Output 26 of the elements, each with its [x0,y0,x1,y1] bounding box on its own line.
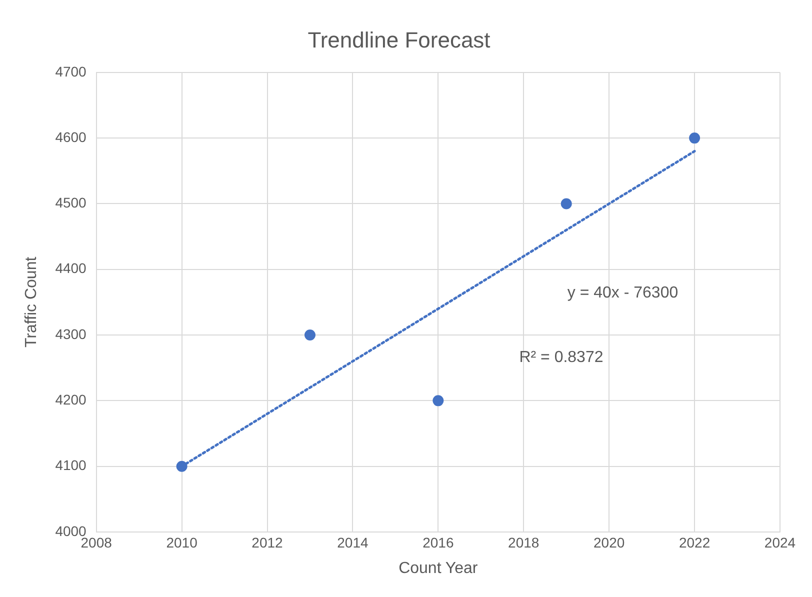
annotation: R² = 0.8372 [519,348,604,366]
point [176,460,188,472]
x-tick-label: 2016 [422,534,454,550]
y-tick-label: 4200 [55,392,87,408]
y-tick-label: 4000 [55,522,87,539]
x-tick-label: 2020 [594,534,625,550]
point [689,132,700,144]
x-tick-label: 2024 [764,534,796,550]
y-tick-label: 4600 [55,128,87,145]
chart-title: Trendline Forecast [308,27,490,52]
point [560,198,572,210]
y-tick-label: 4300 [55,326,87,342]
y-tick-label: 4100 [55,457,87,474]
y-tick-label: 4400 [55,260,87,276]
x-tick-label: 2022 [678,534,710,550]
x-axis-title: Count Year [398,560,478,577]
point [432,395,444,406]
point [304,330,316,341]
x-tick-label: 2014 [337,534,368,550]
y-axis-title: Traffic Count [23,256,40,348]
x-tick-label: 2012 [252,534,284,550]
y-tick-label: 4500 [55,194,87,211]
y-tick-label: 4700 [55,63,87,80]
x-tick-label: 2010 [166,534,198,550]
x-tick-label: 2018 [508,534,540,550]
annotation: y = 40x - 76300 [567,284,678,302]
